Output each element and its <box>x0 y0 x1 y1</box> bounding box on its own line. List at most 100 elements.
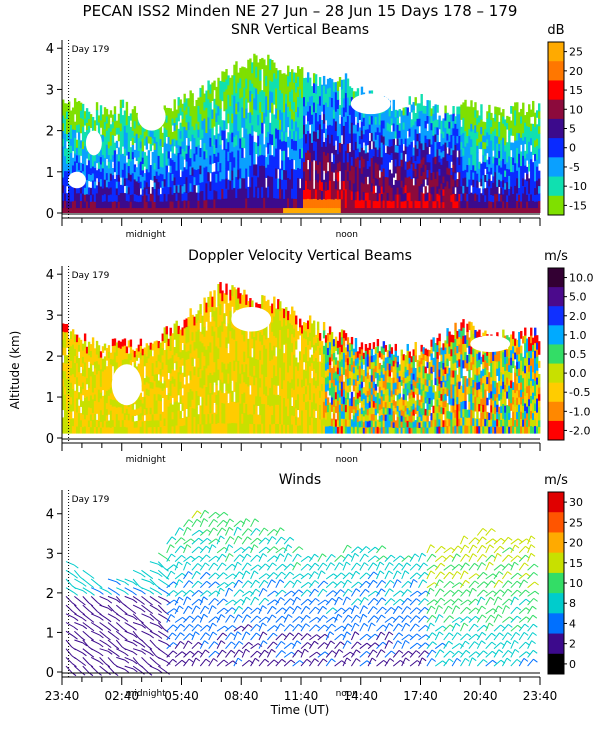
data-cell <box>283 179 286 190</box>
data-cell <box>287 398 290 408</box>
data-cell <box>528 148 531 157</box>
data-cell <box>324 163 328 174</box>
data-cell <box>117 120 121 128</box>
data-cell <box>143 359 147 367</box>
data-cell <box>107 376 111 384</box>
data-cell <box>62 362 65 371</box>
data-cell <box>127 179 131 188</box>
data-cell <box>281 308 284 318</box>
colorbar-swatch <box>548 80 564 101</box>
data-cell <box>97 128 101 136</box>
data-cell <box>99 386 103 393</box>
data-cell <box>464 138 467 147</box>
data-cell <box>514 125 517 134</box>
data-cell <box>412 185 415 194</box>
data-cell <box>324 84 328 94</box>
data-cell <box>151 407 155 415</box>
data-cell <box>482 201 485 209</box>
data-cell <box>450 134 453 142</box>
data-cell <box>79 147 83 156</box>
data-cell <box>193 121 196 131</box>
data-cell <box>430 200 433 209</box>
data-cell <box>275 356 278 367</box>
data-cell <box>79 373 83 381</box>
data-cell <box>318 95 322 106</box>
data-cell <box>306 140 310 151</box>
data-cell <box>336 180 340 191</box>
data-cell <box>530 179 533 188</box>
data-cell <box>139 419 143 427</box>
data-cell <box>173 161 176 170</box>
data-cell <box>193 200 196 209</box>
data-cell <box>141 402 145 410</box>
data-cell <box>147 401 151 409</box>
data-cell <box>255 109 258 122</box>
data-cell <box>247 423 250 434</box>
data-cell <box>62 339 65 348</box>
data-cell <box>263 144 266 156</box>
data-cell <box>81 200 85 209</box>
data-cell <box>302 78 306 88</box>
data-cell <box>237 150 240 161</box>
data-cell <box>231 390 234 402</box>
data-cell <box>308 152 312 162</box>
data-cell <box>269 80 272 92</box>
data-cell <box>227 151 230 162</box>
data-cell <box>420 142 423 152</box>
data-cell <box>145 420 149 428</box>
data-cell <box>271 359 274 369</box>
data-cell <box>123 155 127 164</box>
data-cell <box>516 192 519 201</box>
data-cell <box>183 167 186 176</box>
data-cell <box>440 208 443 213</box>
data-cell <box>171 390 174 398</box>
data-cell <box>398 165 401 174</box>
data-cell <box>396 159 399 167</box>
data-cell <box>384 184 388 193</box>
data-cell <box>99 415 103 422</box>
data-cell <box>109 124 113 132</box>
data-cell <box>185 192 188 201</box>
data-cell <box>416 133 419 142</box>
data-cell <box>251 156 254 167</box>
data-cell <box>277 119 280 130</box>
data-cell <box>79 386 83 394</box>
data-cell <box>241 86 244 98</box>
data-cell <box>536 131 539 139</box>
data-cell <box>183 183 186 193</box>
data-cell <box>299 188 302 199</box>
data-cell <box>225 422 228 434</box>
data-cell <box>125 426 129 434</box>
data-cell <box>145 129 149 137</box>
data-cell <box>121 130 125 139</box>
data-cell <box>257 187 260 199</box>
data-cell <box>368 182 372 192</box>
data-cell <box>281 334 284 345</box>
data-cell <box>293 82 296 93</box>
data-cell <box>189 166 192 175</box>
data-cell <box>171 425 174 434</box>
data-cell <box>149 400 153 408</box>
data-cell <box>129 153 133 162</box>
data-cell <box>209 412 212 424</box>
data-cell <box>265 208 268 213</box>
data-cell <box>261 403 264 414</box>
data-cell <box>380 164 384 172</box>
data-cell <box>308 161 312 172</box>
data-cell <box>508 201 511 209</box>
data-cell <box>249 133 252 145</box>
data-cell <box>145 388 149 396</box>
data-cell <box>233 177 236 189</box>
data-cell <box>364 152 368 162</box>
data-cell <box>203 345 206 357</box>
data-cell <box>297 86 300 97</box>
data-cell <box>69 367 73 376</box>
data-cell <box>113 128 117 136</box>
data-cell <box>346 171 350 181</box>
data-cell <box>380 156 384 165</box>
data-cell <box>326 189 330 200</box>
data-cell <box>62 138 65 147</box>
data-cell <box>285 160 288 171</box>
data-cell <box>285 352 288 362</box>
data-cell <box>97 201 101 209</box>
